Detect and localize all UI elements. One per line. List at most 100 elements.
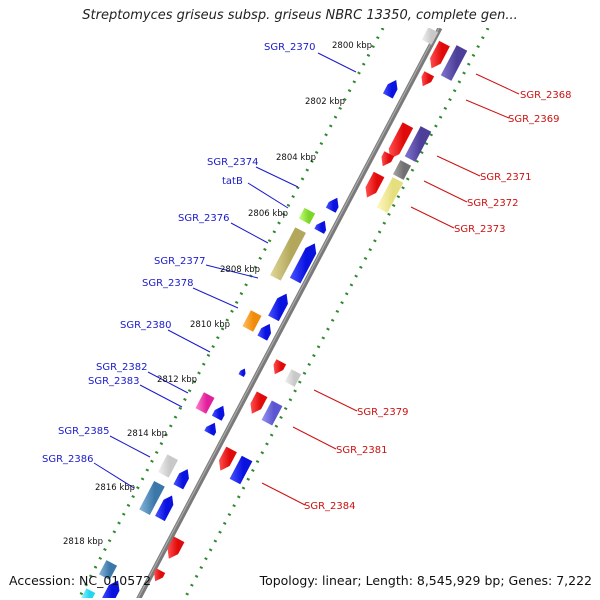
label-leader-lines [93, 52, 520, 506]
leader-line-right [475, 73, 520, 95]
accession-text: Accession: NC_010572 [9, 573, 152, 588]
gene-feature [81, 588, 96, 598]
gene-feature [421, 71, 435, 87]
gene-feature [325, 197, 339, 213]
leader-line-right [423, 180, 468, 203]
kbp-tick-label: 2808 kbp [220, 265, 260, 275]
gene-label-right: SGR_2384 [304, 501, 356, 512]
gene-label-left: SGR_2383 [88, 376, 140, 387]
gene-feature [261, 400, 283, 426]
kbp-tick-label: 2800 kbp [332, 41, 372, 51]
gene-label-left: SGR_2374 [207, 157, 259, 168]
gene-label-right: SGR_2368 [520, 90, 572, 101]
kbp-ticks: 2800 kbp 2802 kbp 2804 kbp 2806 kbp 2808 kbp… [63, 41, 372, 547]
gene-feature [376, 177, 404, 213]
leader-line-left [93, 462, 135, 489]
leader-line-left [317, 52, 357, 73]
leader-line-left [109, 435, 151, 458]
gene-feature [139, 481, 165, 515]
gene-feature [382, 80, 398, 99]
gene-feature [388, 122, 414, 159]
gene-feature [273, 359, 287, 375]
gene-feature [173, 469, 189, 490]
dotted-track-line [77, 28, 385, 598]
gene-label-left: SGR_2386 [42, 454, 94, 465]
gene-label-right: SGR_2369 [508, 114, 560, 125]
gene-feature [456, 0, 472, 9]
gene-feature [204, 422, 217, 436]
gene-label-left: tatB [222, 176, 243, 187]
gene-feature [365, 171, 385, 198]
gene-feature [270, 227, 306, 281]
gene-feature [195, 392, 215, 414]
left-gene-labels: SGR_2370 SGR_2374 tatB SGR_2376 SGR_2377 SGR_… [42, 42, 316, 465]
gene-features [81, 0, 472, 598]
gene-feature [314, 220, 327, 234]
kbp-tick-label: 2814 kbp [127, 429, 167, 439]
gene-label-left: SGR_2377 [154, 256, 206, 267]
leader-line-left [230, 222, 269, 244]
gene-feature [211, 405, 225, 421]
right-gene-labels: SGR_2368 SGR_2369 SGR_2371 SGR_2372 SGR_2373… [304, 90, 572, 512]
leader-line-right [292, 426, 337, 450]
kbp-tick-label: 2810 kbp [190, 320, 230, 330]
leader-line-left [255, 166, 299, 188]
gene-feature [154, 568, 166, 582]
topology-summary: Topology: linear; Length: 8,545,929 bp; … [259, 573, 592, 588]
gene-feature [98, 560, 118, 580]
gene-feature [257, 323, 272, 341]
gene-feature [102, 580, 120, 598]
gene-label-right: SGR_2372 [467, 198, 519, 209]
kbp-tick-label: 2804 kbp [276, 153, 316, 163]
dotted-track-line [183, 28, 490, 598]
gene-feature [219, 446, 237, 471]
gene-label-right: SGR_2373 [454, 224, 506, 235]
leader-line-right [410, 206, 455, 229]
gene-feature [167, 536, 185, 559]
leader-line-right [313, 389, 358, 412]
leader-line-right [261, 482, 306, 506]
gene-label-left: SGR_2382 [96, 362, 148, 373]
leader-line-left [139, 384, 183, 408]
gene-label-right: SGR_2381 [336, 445, 388, 456]
gene-feature [289, 243, 317, 284]
gene-label-left: SGR_2376 [178, 213, 230, 224]
gene-feature [404, 126, 432, 162]
gene-feature [158, 454, 178, 478]
dotted-guide-tracks [77, 28, 490, 598]
gene-feature [229, 455, 253, 485]
kbp-tick-label: 2818 kbp [63, 537, 103, 547]
gene-feature [430, 40, 450, 69]
gene-feature [155, 495, 174, 522]
kbp-tick-label: 2802 kbp [305, 97, 345, 107]
leader-line-left [205, 264, 259, 279]
gene-label-left: SGR_2378 [142, 278, 194, 289]
gene-label-left: SGR_2380 [120, 320, 172, 331]
leader-line-left [147, 371, 189, 394]
gene-feature [421, 28, 439, 45]
kbp-tick-label: 2812 kbp [157, 375, 197, 385]
gene-label-right: SGR_2371 [480, 172, 532, 183]
gene-label-right: SGR_2379 [357, 407, 409, 418]
gene-feature [298, 207, 316, 225]
gene-feature [440, 45, 468, 81]
gene-feature [250, 391, 268, 414]
gene-feature [381, 151, 395, 167]
genome-backbone [136, 28, 443, 598]
leader-line-left [192, 287, 239, 309]
gene-label-left: SGR_2385 [58, 426, 110, 437]
gene-feature [392, 160, 412, 180]
gene-feature [284, 369, 302, 387]
kbp-tick-label: 2816 kbp [95, 483, 135, 493]
map-title: Streptomyces griseus subsp. griseus NBRC… [82, 8, 518, 23]
gene-feature [238, 368, 246, 377]
leader-line-left [247, 182, 289, 209]
kbp-tick-label: 2806 kbp [248, 209, 288, 219]
gene-label-left: SGR_2370 [264, 42, 316, 53]
gene-feature [268, 293, 288, 322]
leader-line-right [436, 155, 481, 177]
leader-line-right [465, 99, 510, 119]
gene-feature [242, 310, 262, 332]
